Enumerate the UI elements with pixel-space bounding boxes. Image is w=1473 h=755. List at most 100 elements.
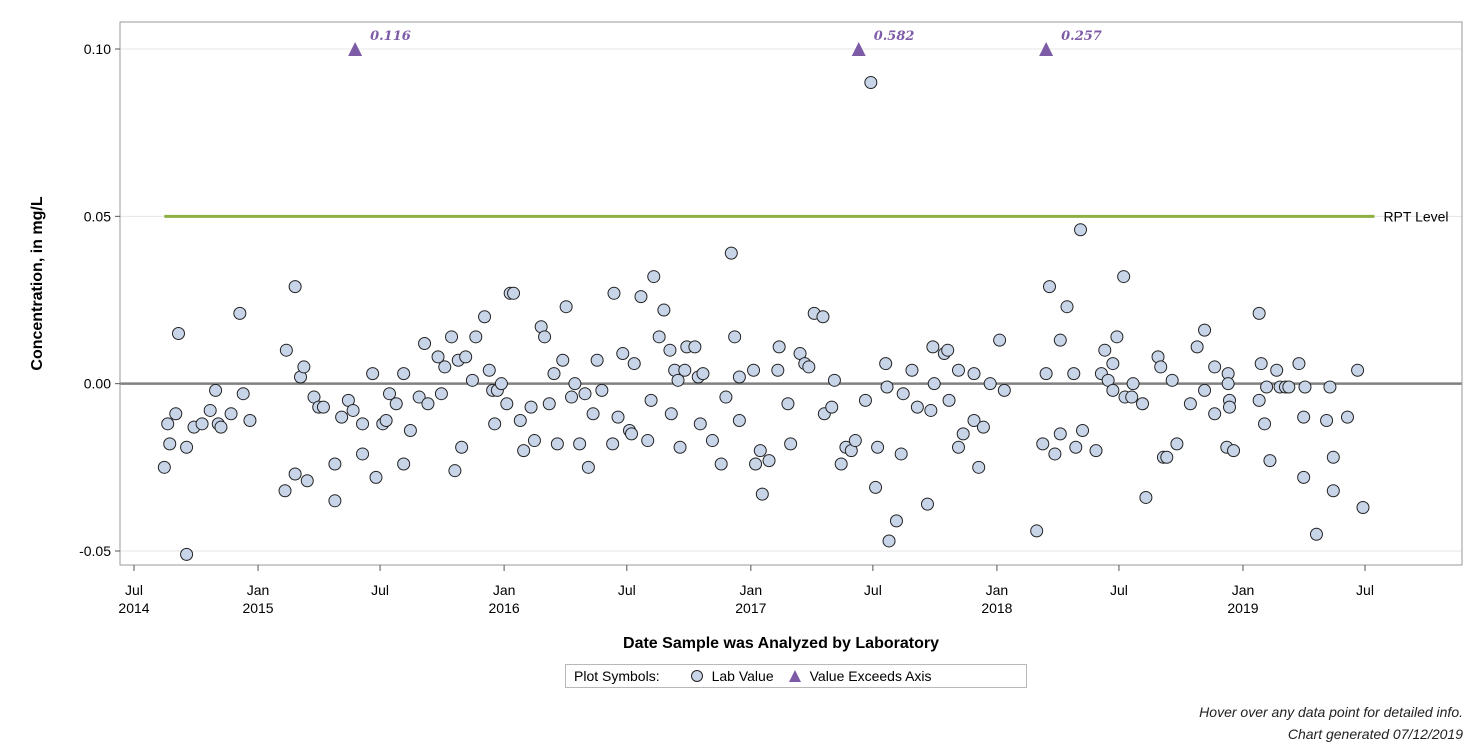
x-tick-label: Jul (1110, 582, 1128, 598)
lab-value-point (671, 373, 685, 387)
lab-value-point (848, 434, 862, 448)
exceeds-axis-marker (348, 42, 363, 56)
lab-value-point (802, 360, 816, 374)
lab-value-point (1221, 377, 1235, 391)
x-tick-label: Jan (740, 582, 763, 598)
x-tick-label: Jan (1232, 582, 1255, 598)
lab-value-point (581, 460, 595, 474)
lab-value-point (1351, 363, 1365, 377)
triangle-icon (788, 670, 801, 682)
lab-value-point (403, 424, 417, 438)
lab-value-point (871, 440, 885, 454)
x-tick-label: Jan (247, 582, 270, 598)
lab-value-point (214, 420, 228, 434)
data-points (157, 42, 1370, 561)
y-tick-label: 0.10 (84, 41, 111, 57)
legend-label: Lab Value (711, 668, 774, 684)
lab-value-point (611, 410, 625, 424)
lab-value-point (753, 444, 767, 458)
lab-value-point (1183, 397, 1197, 411)
lab-value-point (513, 413, 527, 427)
lab-value-point (784, 437, 798, 451)
x-tick-year-label: 2016 (489, 600, 520, 616)
lab-value-point (1198, 323, 1212, 337)
lab-value-point (482, 363, 496, 377)
lab-value-point (927, 377, 941, 391)
lab-value-point (171, 326, 185, 340)
lab-value-point (1053, 333, 1067, 347)
lab-value-point (556, 353, 570, 367)
lab-value-point (366, 367, 380, 381)
lab-value-point (180, 547, 194, 561)
lab-value-point (1227, 444, 1241, 458)
lab-value-point (383, 387, 397, 401)
lab-value-point (705, 434, 719, 448)
y-tick-label: 0.05 (84, 208, 111, 224)
lab-value-point (559, 300, 573, 314)
lab-value-point (478, 310, 492, 324)
lab-value-point (781, 397, 795, 411)
lab-value-point (459, 350, 473, 364)
lab-value-point (864, 75, 878, 89)
lab-value-point (882, 534, 896, 548)
lab-value-point (1208, 407, 1222, 421)
x-tick-label: Jul (618, 582, 636, 598)
lab-value-point (1297, 470, 1311, 484)
lab-value-point (997, 383, 1011, 397)
x-tick-year-label: 2017 (735, 600, 766, 616)
axis-labels: 0.10 0.05 0.00 -0.05 Jul 2014 Jan 2015 Jul Jan 201… (29, 29, 1449, 652)
lab-value-point (389, 397, 403, 411)
lab-value-point (956, 427, 970, 441)
lab-value-point (1252, 306, 1266, 320)
lab-value-point (920, 497, 934, 511)
lab-value-point (724, 246, 738, 260)
lab-value-point (421, 397, 435, 411)
lab-value-point (1106, 357, 1120, 371)
exceeds-axis-value-label: 0.116 (370, 29, 411, 44)
lab-value-point (203, 403, 217, 417)
x-tick-label: Jul (125, 582, 143, 598)
lab-value-point (941, 343, 955, 357)
lab-value-point (1309, 527, 1323, 541)
x-tick-label: Jan (986, 582, 1009, 598)
lab-value-point (1190, 340, 1204, 354)
lab-value-point (1254, 357, 1268, 371)
lab-value-point (834, 457, 848, 471)
lab-value-point (1126, 377, 1140, 391)
lab-value-point (634, 290, 648, 304)
lab-value-point (1069, 440, 1083, 454)
lab-value-point (379, 413, 393, 427)
lab-value-point (1297, 410, 1311, 424)
lab-value-point (869, 480, 883, 494)
lab-value-point (678, 363, 692, 377)
legend-item-lab-value: Lab Value (690, 668, 774, 684)
lab-value-point (732, 370, 746, 384)
lab-value-point (1198, 383, 1212, 397)
lab-value-point (967, 367, 981, 381)
x-tick-year-label: 2014 (118, 600, 149, 616)
lab-value-point (316, 400, 330, 414)
lab-value-point (418, 337, 432, 351)
lab-value-point (696, 367, 710, 381)
y-axis-title: Concentration, in mg/L (29, 196, 46, 370)
x-tick-year-label: 2015 (242, 600, 273, 616)
lab-value-point (693, 417, 707, 431)
lab-value-point (607, 286, 621, 300)
lab-value-point (719, 390, 733, 404)
lab-value-point (1060, 300, 1074, 314)
lab-value-point (889, 514, 903, 528)
circle-icon (690, 670, 703, 682)
lab-value-point (1270, 363, 1284, 377)
lab-value-point (606, 437, 620, 451)
lab-value-point (412, 390, 426, 404)
lab-value-point (595, 383, 609, 397)
lab-value-point (951, 440, 965, 454)
lab-value-point (550, 437, 564, 451)
lab-value-point (161, 417, 175, 431)
lab-value-point (434, 387, 448, 401)
lab-value-point (369, 470, 383, 484)
lab-value-point (1258, 417, 1272, 431)
lab-value-point (328, 457, 342, 471)
reference-lines (120, 214, 1462, 385)
lab-value-point (448, 464, 462, 478)
